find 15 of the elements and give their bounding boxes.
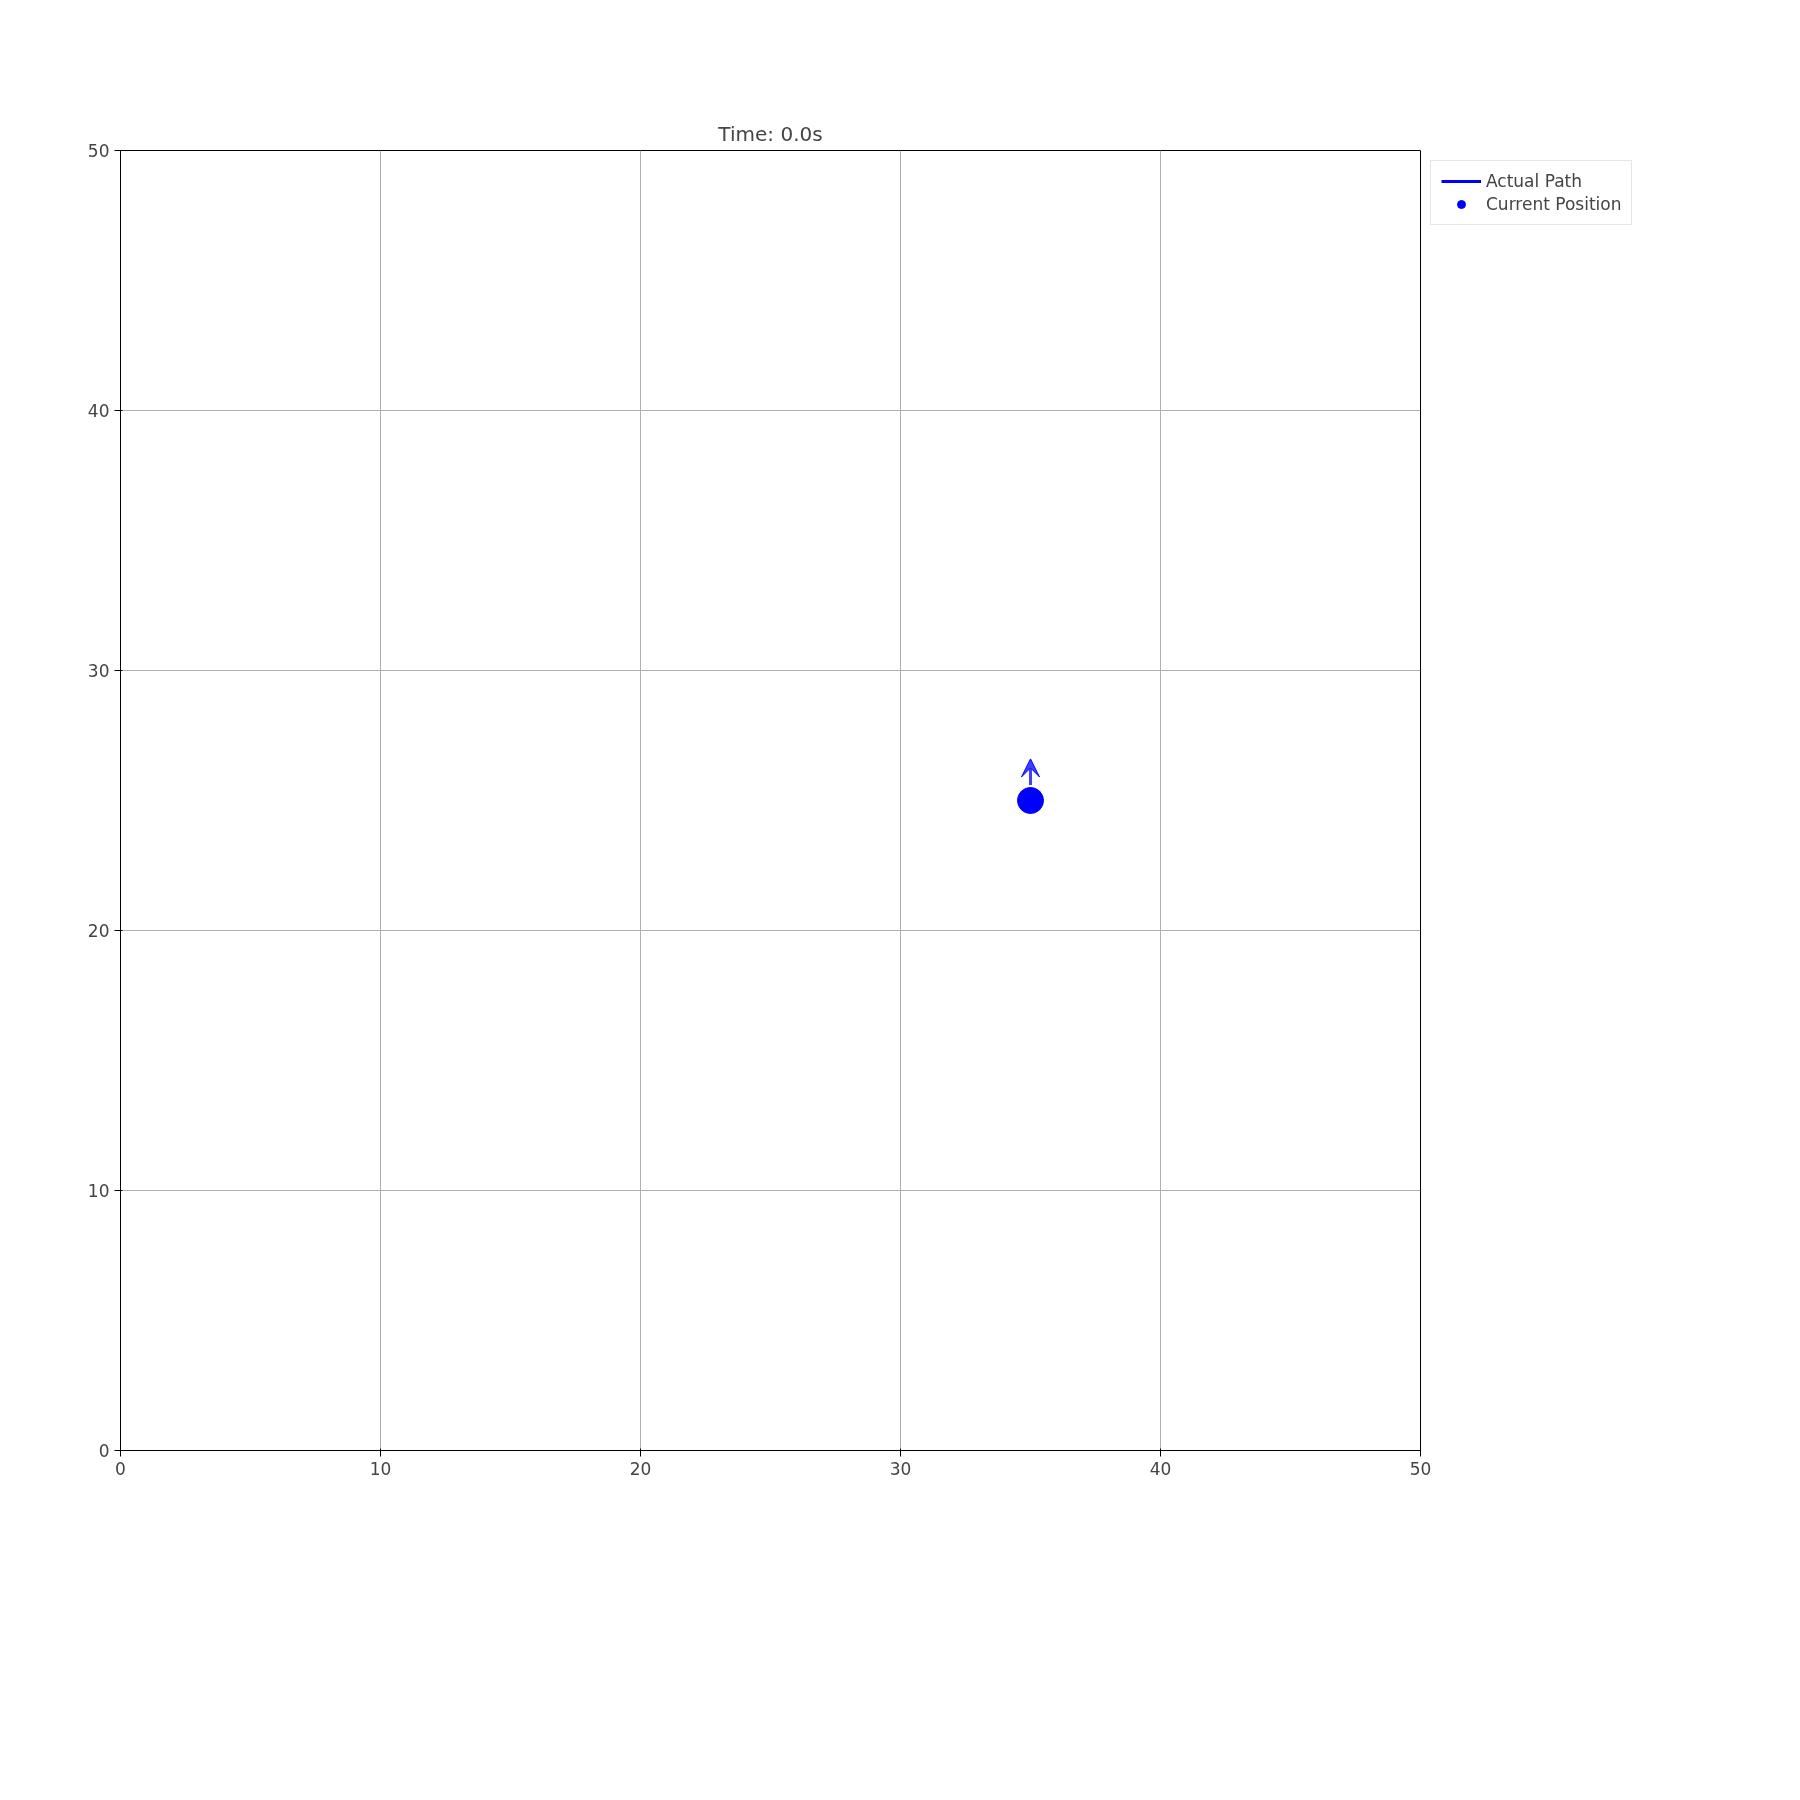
x-tick-label: 50 xyxy=(1409,1458,1432,1479)
y-tick-label: 50 xyxy=(87,141,110,161)
x-tick-label: 20 xyxy=(629,1458,652,1479)
x-tick-label: 10 xyxy=(369,1458,392,1479)
y-tick-label: 20 xyxy=(87,921,110,941)
legend-label: Current Position xyxy=(1486,194,1622,214)
chart-title: Time: 0.0s xyxy=(717,121,823,146)
x-tick-label: 30 xyxy=(889,1458,912,1479)
x-tick-label: 0 xyxy=(115,1458,126,1479)
y-tick-label: 0 xyxy=(98,1441,110,1461)
y-tick-label: 10 xyxy=(87,1181,110,1201)
y-tick-label: 40 xyxy=(87,401,110,421)
legend-label: Actual Path xyxy=(1486,171,1583,191)
y-tick-label: 30 xyxy=(87,661,110,681)
x-tick-label: 40 xyxy=(1149,1458,1172,1479)
